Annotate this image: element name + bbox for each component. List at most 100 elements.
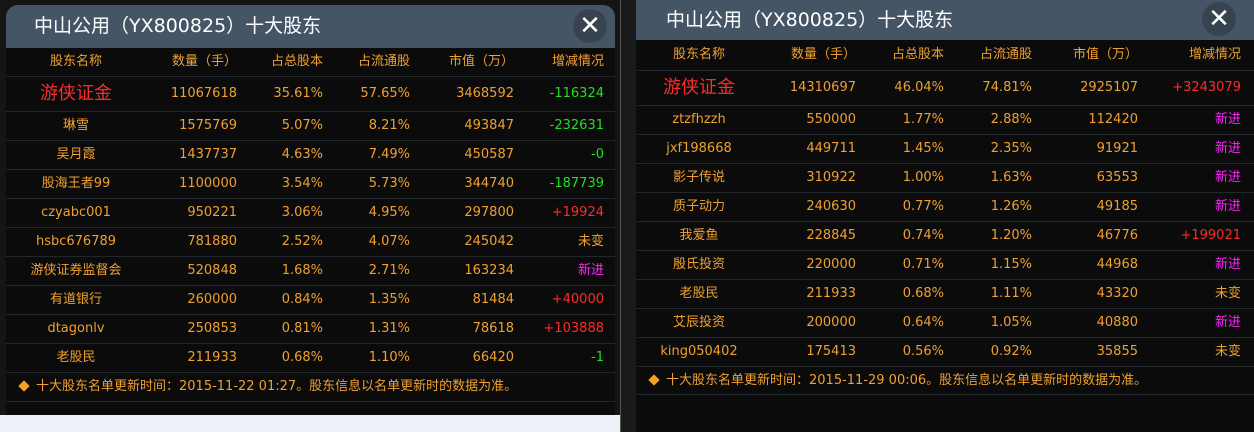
panel-header: 中山公用（YX800825）十大股东 ✕	[6, 5, 615, 48]
market-value-value: 245042	[464, 234, 514, 249]
change-value: -1	[591, 350, 604, 365]
footer-note: 十大股东名单更新时间：2015-11-22 01:27。股东信息以名单更新时的数…	[6, 373, 615, 402]
float-pct-value: 1.15%	[990, 257, 1032, 272]
column-total-pct[interactable]: 占总股本	[891, 47, 944, 62]
market-value-value: 81484	[472, 292, 514, 307]
shareholder-name: 有道银行	[49, 292, 102, 307]
shareholder-name: 艾辰投资	[672, 315, 725, 330]
table-row[interactable]: 游侠证券监督会 520848 1.68% 2.71% 163234 新进	[6, 257, 615, 286]
float-pct-value: 1.20%	[990, 228, 1032, 243]
close-button[interactable]: ✕	[573, 9, 607, 43]
table-row[interactable]: hsbc676789 781880 2.52% 4.07% 245042 未变	[6, 228, 615, 257]
market-value-value: 344740	[464, 176, 514, 191]
table-row[interactable]: 琳雪 1575769 5.07% 8.21% 493847 -232631	[6, 112, 615, 141]
column-float-pct[interactable]: 占流通股	[979, 47, 1032, 62]
column-change[interactable]: 增减情况	[551, 54, 604, 69]
shareholder-name: 游侠证金	[40, 83, 112, 104]
float-pct-value: 1.35%	[368, 292, 410, 307]
change-value: +3243079	[1172, 80, 1241, 95]
total-pct-value: 46.04%	[894, 80, 944, 95]
float-pct-value: 1.05%	[990, 315, 1032, 330]
quantity-value: 260000	[187, 292, 237, 307]
panel-title: 中山公用（YX800825）十大股东	[34, 15, 322, 37]
column-market-value[interactable]: 市值（万）	[1072, 47, 1138, 62]
column-header-row: 股东名称 数量（手） 占总股本 占流通股 市值（万） 增减情况	[636, 40, 1254, 71]
total-pct-value: 1.68%	[281, 263, 323, 278]
total-pct-value: 1.00%	[902, 170, 944, 185]
market-value-value: 493847	[464, 118, 514, 133]
change-value: 新进	[1214, 257, 1241, 272]
market-value-value: 297800	[464, 205, 514, 220]
float-pct-value: 8.21%	[368, 118, 410, 133]
change-value: -187739	[549, 176, 604, 191]
shareholder-name: 殷氏投资	[672, 257, 725, 272]
market-value-value: 112420	[1088, 112, 1138, 127]
shareholder-name: 股海王者99	[41, 176, 111, 191]
float-pct-value: 0.92%	[990, 344, 1032, 359]
shareholders-panel-2: 中山公用（YX800825）十大股东 ✕ 股东名称 数量（手） 占总股本 占流通股 市值（万…	[636, 0, 1254, 432]
market-value-value: 2925107	[1080, 80, 1138, 95]
table-row[interactable]: 我爱鱼 228845 0.74% 1.20% 46776 +199021	[636, 222, 1254, 251]
shareholders-panel-1: 中山公用（YX800825）十大股东 ✕ 股东名称 数量（手） 占总股本 占流通股 市值（万…	[6, 5, 615, 415]
column-float-pct[interactable]: 占流通股	[357, 54, 410, 69]
column-header-row: 股东名称 数量（手） 占总股本 占流通股 市值（万） 增减情况	[6, 48, 615, 77]
panel-title: 中山公用（YX800825）十大股东	[666, 9, 954, 31]
market-value-value: 91921	[1096, 141, 1138, 156]
table-row[interactable]: 艾辰投资 200000 0.64% 1.05% 40880 新进	[636, 309, 1254, 338]
table-row[interactable]: 股海王者99 1100000 3.54% 5.73% 344740 -187739	[6, 170, 615, 199]
table-row[interactable]: 游侠证金 11067618 35.61% 57.65% 3468592 -116324	[6, 76, 615, 112]
market-value-value: 46776	[1096, 228, 1138, 243]
table-row[interactable]: 质子动力 240630 0.77% 1.26% 49185 新进	[636, 193, 1254, 222]
float-pct-value: 1.26%	[990, 199, 1032, 214]
quantity-value: 950221	[187, 205, 237, 220]
column-name[interactable]: 股东名称	[49, 54, 102, 69]
diamond-icon	[18, 380, 30, 392]
table-row[interactable]: dtagonlv 250853 0.81% 1.31% 78618 +103888	[6, 315, 615, 344]
table-row[interactable]: 游侠证金 14310697 46.04% 74.81% 2925107 +3243079	[636, 70, 1254, 106]
shareholder-name: 老股民	[679, 286, 719, 301]
table-row[interactable]: jxf198668 449711 1.45% 2.35% 91921 新进	[636, 135, 1254, 164]
table-row[interactable]: 影子传说 310922 1.00% 1.63% 63553 新进	[636, 164, 1254, 193]
column-name[interactable]: 股东名称	[672, 47, 725, 62]
float-pct-value: 57.65%	[360, 86, 410, 101]
close-icon: ✕	[579, 11, 601, 41]
table-row[interactable]: ztzfhzzh 550000 1.77% 2.88% 112420 新进	[636, 106, 1254, 135]
float-pct-value: 5.73%	[368, 176, 410, 191]
float-pct-value: 1.11%	[990, 286, 1032, 301]
quantity-value: 175413	[806, 344, 856, 359]
column-quantity[interactable]: 数量（手）	[790, 47, 856, 62]
change-value: 未变	[1214, 286, 1241, 301]
table-row[interactable]: 有道银行 260000 0.84% 1.35% 81484 +40000	[6, 286, 615, 315]
column-total-pct[interactable]: 占总股本	[270, 54, 323, 69]
quantity-value: 1437737	[179, 147, 237, 162]
table-row[interactable]: king050402 175413 0.56% 0.92% 35855 未变	[636, 338, 1254, 367]
quantity-value: 250853	[187, 321, 237, 336]
change-value: -232631	[549, 118, 604, 133]
total-pct-value: 35.61%	[273, 86, 323, 101]
quantity-value: 550000	[806, 112, 856, 127]
column-market-value[interactable]: 市值（万）	[448, 54, 514, 69]
change-value: +199021	[1180, 228, 1241, 243]
quantity-value: 449711	[806, 141, 856, 156]
table-row[interactable]: 老股民 211933 0.68% 1.11% 43320 未变	[636, 280, 1254, 309]
total-pct-value: 1.77%	[902, 112, 944, 127]
quantity-value: 211933	[187, 350, 237, 365]
total-pct-value: 0.84%	[281, 292, 323, 307]
close-button[interactable]: ✕	[1202, 2, 1236, 36]
total-pct-value: 3.54%	[281, 176, 323, 191]
table-row[interactable]: czyabc001 950221 3.06% 4.95% 297800 +19924	[6, 199, 615, 228]
market-value-value: 35855	[1096, 344, 1138, 359]
change-value: +103888	[543, 321, 604, 336]
shareholder-name: 吴月霞	[56, 147, 96, 162]
float-pct-value: 2.88%	[990, 112, 1032, 127]
table-row[interactable]: 殷氏投资 220000 0.71% 1.15% 44968 新进	[636, 251, 1254, 280]
change-value: +19924	[551, 205, 604, 220]
quantity-value: 211933	[806, 286, 856, 301]
table-row[interactable]: 吴月霞 1437737 4.63% 7.49% 450587 -0	[6, 141, 615, 170]
change-value: +40000	[551, 292, 604, 307]
column-quantity[interactable]: 数量（手）	[171, 54, 237, 69]
close-icon: ✕	[1208, 4, 1230, 34]
column-change[interactable]: 增减情况	[1188, 47, 1241, 62]
table-row[interactable]: 老股民 211933 0.68% 1.10% 66420 -1	[6, 344, 615, 373]
diamond-icon	[648, 374, 660, 386]
